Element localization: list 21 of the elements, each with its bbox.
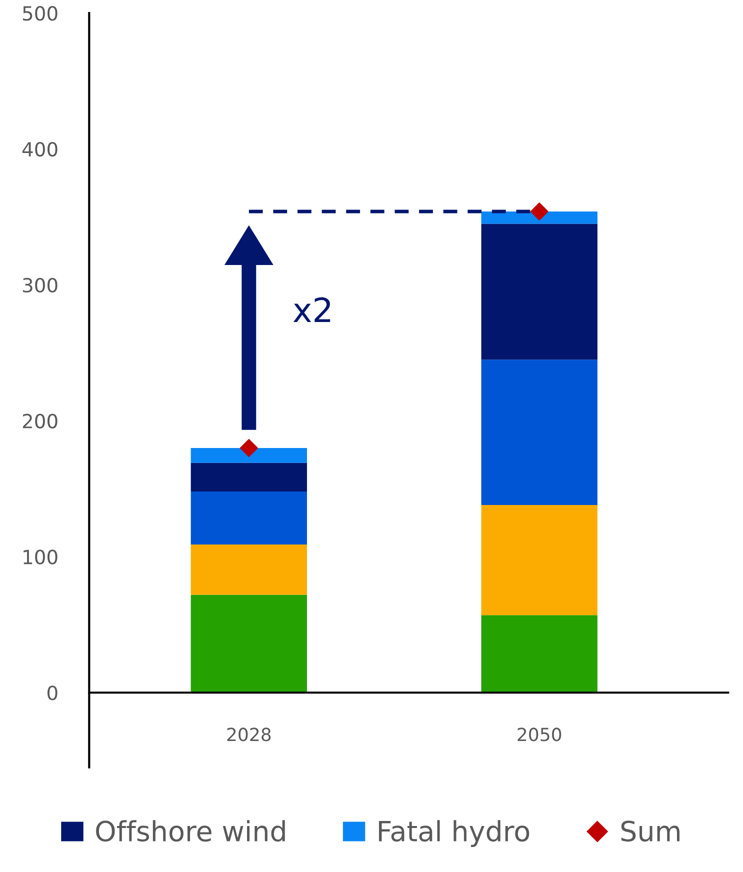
- legend-label: Offshore wind: [96, 820, 285, 842]
- x-tick-label: 2028: [227, 728, 271, 742]
- y-tick-label: 500: [22, 6, 58, 21]
- bar: [481, 505, 598, 616]
- bar: [190, 448, 307, 463]
- y-tick-label: 0: [48, 686, 58, 700]
- y-tick-label: 400: [22, 142, 58, 157]
- y-tick-label: 300: [22, 278, 58, 293]
- bar: [190, 462, 307, 492]
- bar: [190, 594, 307, 693]
- legend-label: Fatal hydro: [378, 820, 530, 847]
- y-tick-label: 100: [24, 550, 58, 564]
- bar: [190, 544, 307, 595]
- bar: [481, 615, 598, 693]
- bar: [481, 360, 598, 506]
- bar: [190, 491, 307, 544]
- bar: [481, 224, 598, 360]
- y-tick-label: 200: [22, 414, 58, 428]
- legend-label: Sum: [621, 820, 680, 842]
- x-tick-label: 2050: [518, 728, 562, 742]
- annotation: x2: [293, 297, 330, 322]
